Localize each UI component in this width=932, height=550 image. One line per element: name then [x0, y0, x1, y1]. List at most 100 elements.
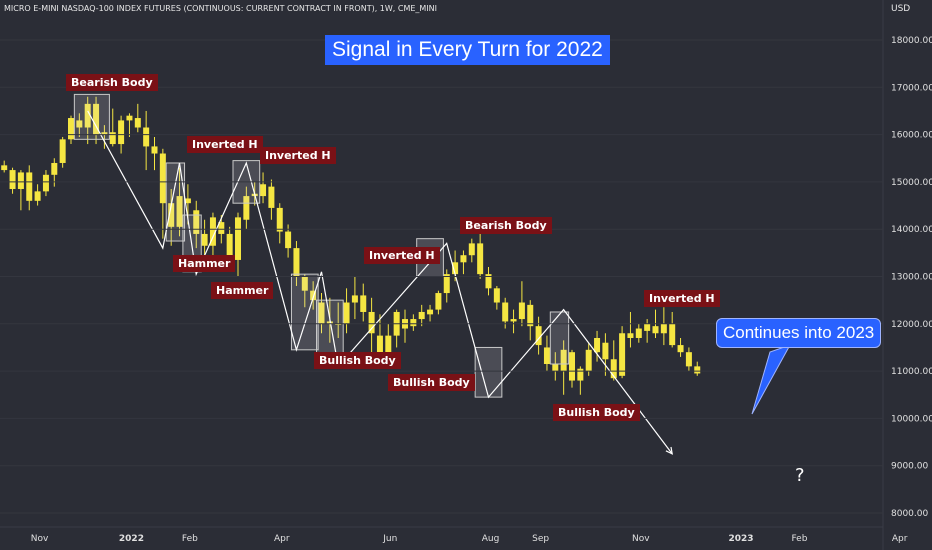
pattern-box	[290, 273, 319, 351]
zigzag-group	[87, 110, 673, 455]
candle-body	[293, 248, 300, 277]
price-tick-label: 17000.00	[891, 83, 932, 93]
candle-body	[268, 186, 275, 208]
time-tick-label: Feb	[791, 534, 807, 544]
candle-body	[59, 139, 66, 163]
candle-body	[9, 170, 16, 189]
candle-body	[560, 349, 567, 372]
candle-body	[218, 222, 225, 234]
candle-body	[201, 233, 208, 246]
label-hammer-1: Hammer	[173, 255, 236, 272]
candle-body	[126, 115, 133, 121]
candle-body	[527, 304, 534, 327]
candle-body	[318, 302, 325, 324]
candle-body	[134, 118, 141, 128]
candle-body	[510, 319, 517, 322]
candle-body	[452, 262, 459, 275]
candle-body	[159, 153, 166, 204]
label-bullish-body-3: Bullish Body	[553, 404, 640, 421]
candle-body	[418, 311, 425, 320]
candle-body	[468, 243, 475, 256]
price-tick-label: 14000.00	[891, 225, 932, 235]
pattern-box	[165, 162, 186, 242]
question-mark: ?	[795, 465, 805, 486]
candle-body	[410, 319, 417, 327]
candle-body	[385, 335, 392, 360]
candle-body	[543, 347, 550, 365]
candle-body	[260, 184, 267, 197]
candle-body	[226, 233, 233, 260]
price-tick-label: 10000.00	[891, 414, 932, 424]
candle-body	[243, 196, 250, 220]
continues-callout: Continues into 2023	[716, 318, 882, 348]
candle-body	[477, 243, 484, 275]
label-bearish-body-2: Bearish Body	[460, 217, 552, 234]
time-tick-label: Nov	[632, 534, 650, 544]
time-tick-label: Feb	[182, 534, 198, 544]
price-tick-label: 11000.00	[891, 367, 932, 377]
candle-body	[610, 359, 617, 379]
time-tick-label: Jun	[382, 534, 397, 544]
candle-body	[34, 191, 41, 201]
candle-body	[285, 231, 292, 249]
candle-body	[84, 103, 91, 128]
candle-body	[485, 274, 492, 289]
candle-body	[176, 196, 183, 227]
candle-body	[569, 352, 575, 381]
candle-body	[343, 302, 350, 324]
candle-body	[193, 210, 200, 234]
candle-body	[619, 333, 626, 376]
candle-body	[301, 276, 308, 291]
candle-body	[376, 335, 383, 360]
time-tick-label: Apr	[892, 534, 908, 544]
candle-body	[435, 293, 442, 310]
candle-body	[17, 172, 24, 189]
symbol-title: MICRO E-MINI NASDAQ-100 INDEX FUTURES (C…	[4, 4, 438, 13]
time-tick-label: 2022	[119, 534, 144, 544]
label-bullish-body-1: Bullish Body	[314, 352, 401, 369]
candle-body	[93, 103, 100, 135]
candle-body	[677, 345, 684, 353]
candle-body	[644, 323, 651, 331]
candle-body	[685, 352, 692, 367]
label-inverted-h-1: Inverted H	[187, 136, 263, 153]
candle-body	[502, 302, 509, 322]
price-tick-label: 8000.00	[891, 509, 928, 519]
price-axis[interactable]: 18000.00 17000.00 16000.00 15000.00 14000.00…	[0, 36, 932, 519]
time-tick-label: Apr	[274, 534, 290, 544]
pattern-box	[73, 93, 110, 140]
candle-body	[101, 132, 108, 135]
candle-body	[443, 274, 450, 294]
pattern-box	[474, 346, 503, 398]
candle-body	[360, 295, 367, 312]
zigzag-arrowhead	[665, 446, 673, 455]
candle-body	[1, 165, 8, 171]
zigzag-line	[87, 110, 673, 455]
price-tick-label: 13000.00	[891, 273, 932, 283]
candles-group	[1, 96, 701, 395]
label-bearish-body-1: Bearish Body	[66, 74, 158, 91]
candle-body	[118, 120, 125, 145]
candle-body	[594, 337, 601, 353]
candle-body	[109, 132, 116, 145]
candle-body	[652, 326, 659, 334]
label-inverted-h-4: Inverted H	[644, 290, 720, 307]
candle-body	[460, 255, 467, 263]
candle-body	[585, 349, 592, 372]
candle-body	[235, 217, 241, 260]
price-tick-label: 18000.00	[891, 36, 932, 46]
time-tick-label: Sep	[532, 534, 549, 544]
price-tick-label: 15000.00	[891, 178, 932, 188]
candle-body	[42, 174, 49, 192]
time-axis[interactable]: Nov 2022 Feb Apr Jun Aug Sep Nov 2023 Feb Apr	[31, 534, 908, 544]
candle-body	[694, 366, 701, 374]
candle-body	[577, 368, 584, 381]
candle-body	[552, 364, 559, 372]
candle-body	[26, 172, 33, 201]
candle-body	[76, 120, 83, 128]
candle-body	[276, 207, 283, 232]
candle-body	[184, 198, 191, 204]
label-inverted-h-3: Inverted H	[364, 247, 440, 264]
candle-body	[51, 162, 58, 175]
